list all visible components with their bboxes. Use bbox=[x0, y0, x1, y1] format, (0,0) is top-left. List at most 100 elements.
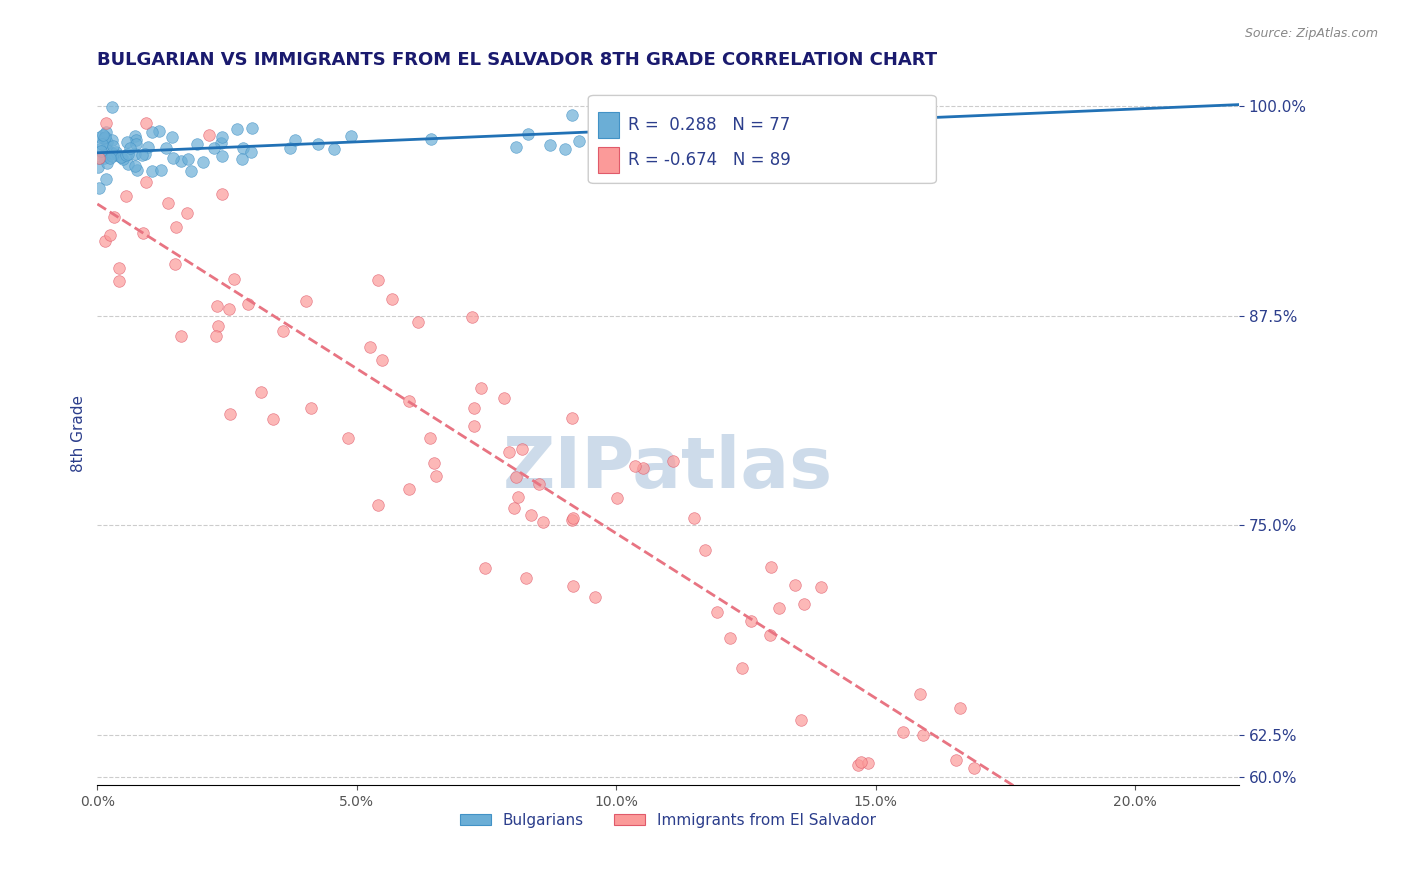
Point bbox=[510, 442, 533, 456]
Point bbox=[155, 140, 177, 154]
Point bbox=[160, 129, 183, 144]
Point bbox=[202, 141, 225, 155]
Point bbox=[506, 491, 529, 505]
Point bbox=[856, 756, 879, 771]
Point bbox=[785, 578, 807, 592]
Point bbox=[554, 142, 576, 156]
Text: BULGARIAN VS IMMIGRANTS FROM EL SALVADOR 8TH GRADE CORRELATION CHART: BULGARIAN VS IMMIGRANTS FROM EL SALVADOR… bbox=[97, 51, 938, 69]
Point bbox=[117, 157, 139, 171]
Point bbox=[170, 154, 193, 169]
Point bbox=[505, 470, 527, 484]
Point bbox=[962, 761, 984, 775]
Point bbox=[718, 631, 741, 645]
Point bbox=[211, 186, 233, 201]
Point bbox=[631, 461, 654, 475]
Point bbox=[790, 713, 813, 727]
Point bbox=[148, 124, 170, 138]
Point bbox=[561, 107, 583, 121]
Point bbox=[295, 293, 318, 308]
Point bbox=[470, 381, 492, 395]
Point bbox=[910, 687, 932, 701]
Point bbox=[236, 296, 259, 310]
Point bbox=[89, 142, 111, 156]
Point bbox=[87, 151, 110, 165]
Point bbox=[93, 151, 115, 165]
Text: ZIPatlas: ZIPatlas bbox=[503, 434, 834, 503]
Point bbox=[340, 128, 363, 143]
Point bbox=[125, 137, 148, 152]
Point bbox=[105, 145, 128, 159]
Point bbox=[531, 515, 554, 529]
Point bbox=[515, 571, 537, 585]
Point bbox=[94, 234, 117, 248]
Point bbox=[141, 125, 163, 139]
Point bbox=[124, 129, 146, 144]
Point bbox=[406, 315, 429, 329]
Point bbox=[211, 130, 233, 145]
Point bbox=[177, 153, 200, 167]
Point bbox=[562, 511, 585, 525]
Point bbox=[100, 145, 122, 160]
Point bbox=[463, 419, 485, 434]
Point bbox=[706, 605, 728, 619]
Point bbox=[98, 151, 121, 165]
Point bbox=[516, 127, 538, 141]
Point bbox=[101, 139, 124, 153]
Point bbox=[94, 125, 117, 139]
Point bbox=[262, 411, 284, 425]
Point bbox=[419, 132, 441, 146]
Point bbox=[141, 163, 163, 178]
Point bbox=[650, 112, 672, 127]
Point bbox=[150, 163, 173, 178]
Point bbox=[209, 136, 232, 151]
Point bbox=[135, 116, 157, 130]
Point bbox=[527, 477, 550, 491]
Point bbox=[87, 181, 110, 195]
Point bbox=[105, 147, 128, 161]
Point bbox=[474, 561, 496, 575]
Point bbox=[197, 128, 219, 142]
Bar bbox=[599, 112, 619, 137]
Point bbox=[89, 129, 111, 144]
Point bbox=[398, 482, 420, 496]
Point bbox=[425, 468, 447, 483]
Point bbox=[846, 757, 869, 772]
Point bbox=[103, 211, 125, 225]
Point bbox=[538, 137, 561, 152]
Point bbox=[94, 141, 117, 155]
Point bbox=[371, 353, 394, 368]
Point bbox=[193, 154, 215, 169]
Point bbox=[520, 508, 543, 523]
Point bbox=[810, 580, 832, 594]
Point bbox=[561, 513, 583, 527]
Point bbox=[186, 136, 208, 151]
Point bbox=[494, 392, 516, 406]
Point bbox=[945, 753, 967, 767]
Point bbox=[110, 150, 132, 164]
Point bbox=[561, 410, 583, 425]
Point bbox=[337, 430, 360, 444]
Point bbox=[284, 133, 307, 147]
Point bbox=[93, 148, 115, 162]
Point bbox=[503, 500, 526, 515]
Point bbox=[108, 274, 131, 288]
Point bbox=[176, 206, 198, 220]
Point bbox=[111, 152, 134, 166]
Point bbox=[205, 299, 228, 313]
Point bbox=[662, 454, 685, 468]
Point bbox=[419, 431, 441, 445]
Point bbox=[124, 133, 146, 147]
Point bbox=[793, 597, 815, 611]
Point bbox=[115, 188, 138, 202]
Point bbox=[96, 135, 118, 149]
Point bbox=[232, 141, 254, 155]
Point bbox=[211, 149, 233, 163]
Point bbox=[218, 301, 240, 316]
Point bbox=[583, 590, 606, 604]
Point bbox=[461, 310, 484, 325]
Point bbox=[124, 159, 146, 173]
Point bbox=[505, 140, 527, 154]
Point bbox=[367, 498, 389, 512]
Point bbox=[93, 131, 115, 145]
Point bbox=[740, 615, 762, 629]
